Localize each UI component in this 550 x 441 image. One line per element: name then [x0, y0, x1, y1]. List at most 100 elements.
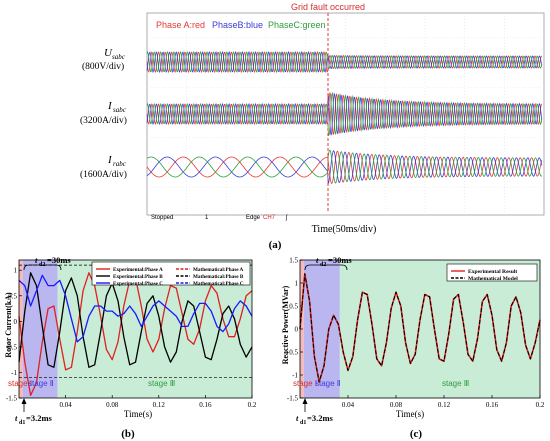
legend-entry: Experimental:Phase B [113, 274, 163, 280]
row-label-irabc: I rabc (1600A/div) [80, 154, 127, 180]
scope-waveforms [146, 50, 543, 185]
panel-b: 0.04 0.08 0.12 0.16 0.2 -1.5 -1 -0.5 0 0.5 1 Exper… [4, 255, 257, 440]
row-label-usabc: U sabc (800V/div) [82, 47, 126, 72]
x-tick-label: 0.16 [199, 401, 212, 409]
x-axis-label-b: Time(s) [124, 409, 152, 419]
stage1-label-c: stage Ⅰ [293, 379, 317, 388]
legend-entry: Experimental:Phase C [113, 281, 163, 287]
legend-a: Phase A:red PhaseB:blue PhaseC:green [156, 20, 326, 30]
y-tick-label: 1 [14, 267, 18, 275]
panel-a: Grid fault occurred Phase A:red PhaseB:b… [80, 2, 545, 251]
x-tick-label: 0.16 [486, 401, 499, 409]
y-tick-label: 0 [14, 318, 18, 326]
scope-trace [146, 50, 543, 74]
stage1-label-b: stage Ⅰ [8, 379, 32, 388]
legend-entry: Experimental Result [468, 269, 517, 275]
stage3-label-c: stage Ⅲ [442, 379, 469, 388]
td1-t: t [15, 413, 18, 423]
x-tick-label: 0.08 [390, 401, 403, 409]
td1-arrowhead [302, 398, 308, 404]
td2-annotation-c: t d2 =30ms [304, 255, 352, 271]
panel-letter-c: (c) [410, 428, 423, 440]
td2-value: =30ms [47, 255, 71, 265]
scope-trace [146, 91, 543, 136]
y-tick-label: 1.5 [289, 257, 298, 265]
td1-sub: d1 [300, 420, 306, 426]
y-axis-label-b: Rotor Current(kA) [4, 292, 13, 358]
scope-trace [146, 150, 543, 185]
legend-entry: Mathematical Model [468, 276, 518, 282]
axes-c: 0.04 0.08 0.12 0.16 0.2 -1.5 -1 -0.5 0 0.5 1 1.5 [287, 257, 545, 410]
row-subscript: sabc [113, 106, 127, 114]
y-tick-label: -0.5 [287, 349, 299, 357]
panel-c: 0.04 0.08 0.12 0.16 0.2 -1.5 -1 -0.5 0 0.5 1 1.5 Ex… [281, 255, 545, 440]
row-symbol: U [104, 47, 113, 59]
row-subscript: rabc [113, 160, 127, 168]
y-tick-label: 0.5 [8, 292, 17, 300]
stage-region-2 [303, 260, 340, 398]
y-tick-label: -1.5 [287, 395, 299, 403]
td2-annotation-b: t d2 =30ms [23, 255, 71, 271]
legend-entry: Mathematical:Phase C [193, 281, 244, 287]
row-scale: (800V/div) [82, 61, 124, 72]
td2-bracket [304, 264, 348, 271]
x-tick-label: 0.08 [106, 401, 119, 409]
td2-bracket [23, 264, 62, 271]
stage2-label-c: stage Ⅱ [315, 379, 341, 388]
legend-phase-b: PhaseB:blue [212, 20, 263, 30]
status-channel: CH7 [263, 215, 276, 221]
y-tick-label: -1 [11, 369, 17, 377]
stage3-label-b: stage Ⅲ [148, 379, 175, 388]
panel-letter-a: (a) [269, 239, 282, 251]
y-axis-label-c: Reactive Power(MVar) [281, 285, 290, 364]
row-label-isabc: I sabc (3200A/div) [80, 100, 127, 126]
td2-value: =30ms [328, 255, 352, 265]
y-tick-label: -1.5 [6, 395, 18, 403]
plot-frame-b [18, 259, 253, 399]
series-line-2 [299, 273, 541, 383]
row-symbol: I [107, 100, 113, 112]
legend-entry: Mathematical:Phase B [193, 274, 244, 280]
y-tick-label: 0 [295, 326, 299, 334]
x-tick-label: 0.2 [536, 401, 545, 409]
legend-box [91, 261, 251, 286]
axes-b: 0.04 0.08 0.12 0.16 0.2 -1.5 -1 -0.5 0 0.5 1 [6, 267, 257, 409]
fault-label: Grid fault occurred [291, 2, 365, 12]
row-symbol: I [107, 154, 113, 166]
y-tick-label: -1 [292, 372, 298, 380]
series-line-3 [18, 274, 253, 343]
row-scale: (3200A/div) [80, 115, 127, 126]
panel-letter-b: (b) [121, 428, 135, 440]
td1-annotation-c: t d1 =3.2ms [296, 398, 334, 426]
x-axis-label-c: Time(s) [396, 409, 424, 419]
x-tick-label: 0.04 [59, 401, 72, 409]
x-axis-label-a: Time(50ms/div) [312, 224, 377, 235]
td1-t: t [296, 413, 299, 423]
series-c [299, 273, 541, 383]
row-scale: (1600A/div) [80, 169, 127, 180]
td1-annotation-b: t d1 =3.2ms [15, 398, 53, 426]
row-subscript: sabc [112, 53, 126, 61]
x-tick-label: 0.12 [153, 401, 166, 409]
scope-trace [146, 149, 543, 184]
status-number: 1 [205, 215, 209, 221]
scope-trace [146, 92, 543, 136]
legend-box [446, 263, 538, 282]
scope-trace [146, 50, 543, 74]
status-stopped: Stopped [151, 215, 173, 221]
td1-value: =3.2ms [26, 413, 53, 423]
td2-t: t [35, 255, 38, 265]
stage2-label-b: stage Ⅱ [28, 379, 54, 388]
legend-entry: Experimental:Phase A [113, 267, 163, 273]
legend-phase-c: PhaseC:green [268, 20, 326, 30]
legend-phase-a: Phase A:red [156, 20, 205, 30]
y-tick-label: -0.5 [6, 343, 18, 351]
x-tick-label: 0.12 [438, 401, 451, 409]
scope-trace [146, 150, 543, 185]
status-slope: ʃ [285, 215, 288, 221]
y-tick-label: 1 [295, 280, 299, 288]
scope-status-bar: Stopped 1 Edge CH7 ʃ [151, 215, 288, 221]
